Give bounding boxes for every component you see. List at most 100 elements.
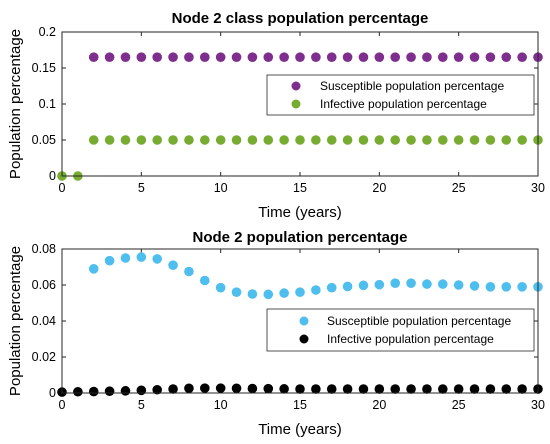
data-point-series-0 bbox=[342, 281, 353, 292]
data-point-series-0 bbox=[279, 52, 289, 62]
legend-box bbox=[266, 308, 535, 352]
data-point-series-1 bbox=[374, 135, 385, 145]
data-point-series-1 bbox=[184, 383, 194, 394]
y-tick-label: 0.15 bbox=[32, 61, 56, 75]
data-point-series-1 bbox=[215, 383, 226, 393]
data-point-series-0 bbox=[326, 52, 337, 62]
x-tick-label: 10 bbox=[214, 398, 228, 412]
legend-marker-susceptible bbox=[299, 316, 309, 326]
data-point-series-0 bbox=[422, 279, 432, 289]
data-point-series-0 bbox=[374, 52, 385, 62]
data-point-series-1 bbox=[406, 384, 416, 394]
data-point-series-0 bbox=[120, 52, 131, 62]
legend-box bbox=[266, 74, 535, 116]
data-point-series-1 bbox=[438, 135, 448, 145]
data-point-series-1 bbox=[231, 383, 242, 394]
data-point-series-1 bbox=[469, 384, 480, 394]
data-point-series-1 bbox=[326, 135, 337, 145]
data-point-series-1 bbox=[374, 384, 385, 394]
chart-title: Node 2 population percentage bbox=[192, 229, 407, 246]
x-tick-label: 30 bbox=[531, 398, 545, 412]
data-point-series-1 bbox=[342, 135, 353, 145]
y-tick-label: 0.05 bbox=[32, 133, 56, 147]
x-axis-label: Time (years) bbox=[258, 421, 342, 438]
data-point-series-1 bbox=[390, 135, 401, 145]
data-point-series-0 bbox=[517, 282, 527, 292]
data-point-series-1 bbox=[406, 135, 416, 145]
x-tick-label: 25 bbox=[452, 398, 466, 412]
legend-label-susceptible: Susceptible population percentage bbox=[327, 314, 511, 328]
data-point-series-1 bbox=[120, 135, 131, 145]
axis-ticks: 0 5 10 15 20 25 30 0 0.02 0.04 0.06 0.08 bbox=[32, 242, 545, 412]
y-tick-label: 0.2 bbox=[39, 25, 56, 39]
data-point-series-0 bbox=[136, 252, 147, 262]
data-point-series-1 bbox=[295, 384, 305, 394]
data-point-series-0 bbox=[263, 52, 274, 62]
data-point-series-0 bbox=[215, 282, 226, 293]
data-point-series-0 bbox=[184, 266, 194, 277]
data-point-series-1 bbox=[295, 135, 305, 145]
data-point-series-0 bbox=[104, 52, 115, 62]
x-tick-label: 30 bbox=[531, 181, 545, 195]
data-point-series-1 bbox=[263, 135, 274, 145]
data-point-series-0 bbox=[215, 52, 226, 62]
legend-label-infective: Infective population percentage bbox=[320, 97, 487, 111]
data-point-series-1 bbox=[358, 384, 369, 394]
data-point-series-0 bbox=[311, 285, 321, 295]
top-chart: Node 2 class population percentage 0 5 10 1… bbox=[7, 10, 545, 221]
data-point-series-0 bbox=[406, 278, 416, 289]
data-point-series-1 bbox=[485, 135, 496, 145]
data-point-series-1 bbox=[88, 135, 99, 145]
data-point-series-1 bbox=[136, 135, 147, 145]
data-point-series-0 bbox=[263, 289, 274, 300]
data-point-series-0 bbox=[469, 281, 480, 291]
data-point-series-1 bbox=[358, 135, 369, 145]
data-point-series-0 bbox=[120, 253, 131, 263]
data-point-series-0 bbox=[88, 52, 99, 62]
chart-title: Node 2 class population percentage bbox=[172, 10, 429, 27]
data-point-series-1 bbox=[104, 386, 115, 397]
y-tick-label: 0 bbox=[49, 386, 56, 400]
x-tick-label: 0 bbox=[59, 398, 66, 412]
data-point-series-0 bbox=[406, 52, 416, 62]
data-point-series-0 bbox=[168, 260, 178, 271]
data-point-series-1 bbox=[453, 135, 464, 145]
data-point-series-1 bbox=[517, 384, 527, 394]
y-tick-label: 0.04 bbox=[32, 314, 56, 328]
axis-ticks: 0 5 10 15 20 25 30 0 0.05 0.1 0.15 0.2 bbox=[32, 25, 545, 195]
data-point-series-1 bbox=[311, 384, 321, 394]
data-point-series-0 bbox=[295, 287, 305, 298]
data-point-series-1 bbox=[184, 135, 194, 145]
legend-marker-susceptible bbox=[291, 81, 301, 91]
y-tick-label: 0 bbox=[49, 169, 56, 183]
data-point-series-1 bbox=[453, 384, 464, 394]
data-point-series-0 bbox=[358, 52, 369, 62]
data-point-series-1 bbox=[501, 135, 512, 145]
data-point-series-1 bbox=[485, 384, 496, 394]
data-point-series-0 bbox=[200, 52, 210, 62]
data-point-series-1 bbox=[247, 135, 258, 145]
data-point-series-1 bbox=[438, 384, 448, 394]
y-tick-label: 0.1 bbox=[39, 97, 56, 111]
x-tick-label: 20 bbox=[372, 181, 386, 195]
data-point-series-0 bbox=[453, 280, 464, 290]
data-point-series-0 bbox=[438, 52, 448, 62]
data-point-series-1 bbox=[311, 135, 321, 145]
data-point-series-0 bbox=[358, 280, 369, 291]
data-point-series-0 bbox=[374, 279, 385, 290]
data-point-series-0 bbox=[152, 254, 162, 264]
data-point-series-0 bbox=[422, 52, 432, 62]
data-point-series-0 bbox=[311, 52, 321, 62]
data-point-series-1 bbox=[215, 135, 226, 145]
data-point-series-0 bbox=[231, 287, 242, 298]
x-tick-label: 20 bbox=[372, 398, 386, 412]
data-point-series-1 bbox=[120, 386, 131, 396]
data-point-series-0 bbox=[88, 264, 99, 274]
x-tick-label: 15 bbox=[293, 181, 307, 195]
x-tick-label: 5 bbox=[138, 398, 145, 412]
plot-frame bbox=[61, 31, 539, 177]
data-point-series-0 bbox=[453, 52, 464, 62]
data-point-series-0 bbox=[104, 255, 115, 266]
data-point-series-1 bbox=[501, 384, 512, 394]
